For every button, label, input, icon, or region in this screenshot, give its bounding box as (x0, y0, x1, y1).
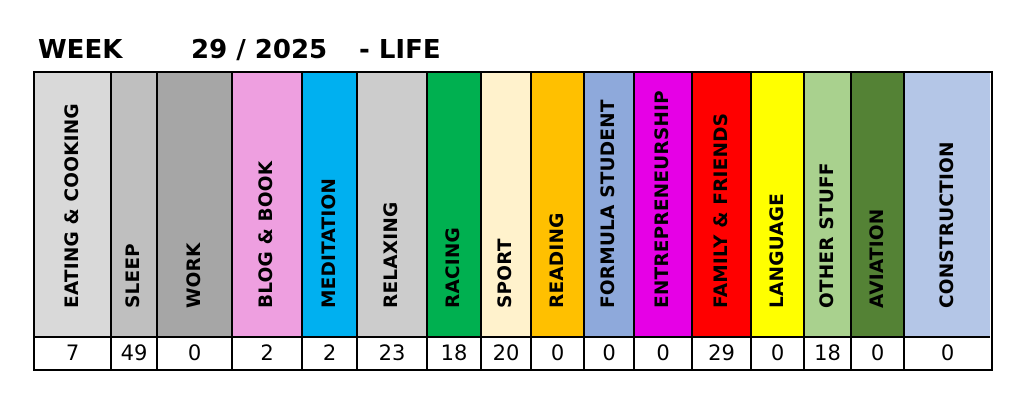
category-label: FAMILY & FRIENDS (710, 112, 732, 308)
category-cell: AVIATION (852, 73, 903, 338)
category-cell: READING (532, 73, 583, 338)
category-value: 23 (378, 341, 406, 365)
category-cell: CONSTRUCTION (905, 73, 990, 338)
category-cell: LANGUAGE (752, 73, 803, 338)
category-value: 0 (870, 341, 885, 365)
category-column: SLEEP 49 (110, 73, 156, 369)
category-label: SLEEP (123, 243, 144, 308)
category-value: 29 (708, 341, 735, 365)
category-label: WORK (183, 242, 205, 308)
category-column: OTHER STUFF 18 (803, 73, 850, 369)
category-label: LANGUAGE (766, 193, 788, 308)
week-label: WEEK (38, 35, 123, 65)
category-cell: WORK (158, 73, 231, 338)
category-cell: SLEEP (112, 73, 156, 338)
category-cell: EATING & COOKING (35, 73, 110, 338)
category-column: FAMILY & FRIENDS 29 (691, 73, 750, 369)
category-label: AVIATION (866, 208, 888, 308)
category-value: 0 (550, 341, 565, 365)
category-cell: RACING (428, 73, 480, 338)
category-label: ENTREPRENEURSHIP (652, 90, 673, 308)
category-column: WORK 0 (156, 73, 231, 369)
category-cell: FORMULA STUDENT (585, 73, 633, 338)
category-cell: OTHER STUFF (805, 73, 850, 338)
category-column: MEDITATION 2 (301, 73, 356, 369)
category-label: BLOG & BOOK (256, 160, 277, 308)
category-value: 2 (260, 341, 274, 365)
category-column: RACING 18 (426, 73, 480, 369)
category-label: MEDITATION (318, 177, 340, 308)
week-number: 29 / 2025 (191, 35, 328, 65)
category-label: SPORT (495, 238, 516, 308)
category-value: 2 (322, 341, 337, 365)
category-cell: MEDITATION (303, 73, 356, 338)
section-label: - LIFE (359, 35, 441, 65)
category-cell: ENTREPRENEURSHIP (635, 73, 691, 338)
category-cell: RELAXING (358, 73, 426, 338)
category-value: 18 (440, 341, 468, 365)
category-label: RACING (443, 227, 464, 308)
category-value: 0 (602, 341, 616, 365)
category-column: SPORT 20 (480, 73, 530, 369)
category-table: EATING & COOKING 7 SLEEP 49 WORK 0 BLOG & BOOK… (33, 71, 993, 371)
category-cell: BLOG & BOOK (233, 73, 301, 338)
category-column: AVIATION 0 (850, 73, 903, 369)
category-value: 0 (940, 341, 955, 365)
category-value: 7 (65, 341, 80, 365)
category-column: RELAXING 23 (356, 73, 426, 369)
category-value: 18 (814, 341, 841, 365)
category-value: 0 (770, 341, 785, 365)
category-label: EATING & COOKING (61, 103, 83, 308)
category-column: LANGUAGE 0 (750, 73, 803, 369)
page-title: WEEK 29 / 2025 - LIFE (0, 32, 1024, 68)
category-column: FORMULA STUDENT 0 (583, 73, 633, 369)
category-value: 0 (656, 341, 670, 365)
category-column: CONSTRUCTION 0 (903, 73, 990, 369)
category-value: 0 (187, 341, 202, 365)
category-value: 20 (492, 341, 520, 365)
category-column: ENTREPRENEURSHIP 0 (633, 73, 691, 369)
category-label: OTHER STUFF (816, 162, 838, 308)
category-column: EATING & COOKING 7 (35, 73, 110, 369)
category-label: READING (546, 212, 568, 308)
category-cell: FAMILY & FRIENDS (693, 73, 750, 338)
category-label: RELAXING (381, 201, 402, 308)
category-column: BLOG & BOOK 2 (231, 73, 301, 369)
category-column: READING 0 (530, 73, 583, 369)
category-label: FORMULA STUDENT (598, 99, 619, 308)
category-cell: SPORT (482, 73, 530, 338)
category-value: 49 (120, 341, 148, 365)
category-label: CONSTRUCTION (936, 141, 958, 308)
